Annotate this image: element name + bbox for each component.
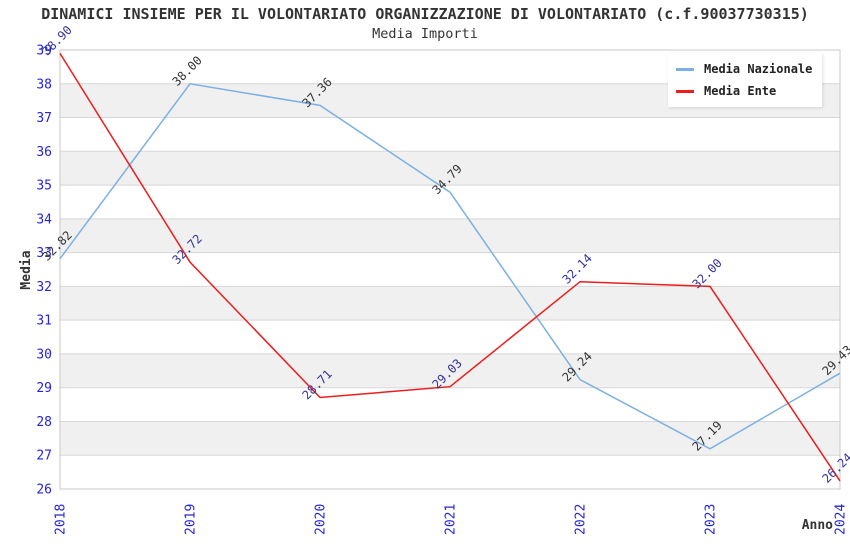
svg-text:33: 33	[36, 246, 52, 261]
plot-bands	[60, 83, 840, 456]
y-axis-tick-labels: 26 27 28 29 30 31 32 33 34 35 36 37 38 39	[36, 44, 52, 498]
plot-border	[59, 49, 841, 490]
legend-item-media-nazionale: Media Nazionale	[676, 58, 812, 80]
svg-text:29: 29	[36, 381, 52, 396]
legend-label-media-ente: Media Ente	[704, 84, 777, 98]
svg-text:32.14: 32.14	[559, 251, 594, 286]
chart-subtitle: Media Importi	[372, 26, 478, 42]
x-axis-tick-labels: 2018 2019 2020 2021 2022 2023 2024	[54, 504, 849, 535]
svg-text:2018: 2018	[54, 504, 69, 535]
svg-text:2021: 2021	[444, 504, 459, 535]
y-axis-title: Media	[19, 250, 34, 289]
series-line-media-nazionale	[59, 82, 841, 450]
svg-text:38: 38	[36, 77, 52, 92]
svg-text:34: 34	[36, 212, 52, 227]
svg-text:35: 35	[36, 179, 52, 194]
svg-text:37: 37	[36, 111, 52, 126]
svg-text:30: 30	[36, 347, 52, 362]
legend-item-media-ente: Media Ente	[676, 80, 812, 102]
x-axis-title: Anno	[802, 518, 833, 533]
svg-text:2024: 2024	[834, 504, 849, 535]
svg-text:32: 32	[36, 280, 52, 295]
svg-text:27: 27	[36, 449, 52, 464]
svg-text:2019: 2019	[184, 504, 199, 535]
svg-text:38.90: 38.90	[39, 23, 74, 58]
svg-text:36: 36	[36, 145, 52, 160]
svg-text:26: 26	[36, 483, 52, 498]
media-nazionale-line-swatch	[676, 67, 694, 71]
svg-text:28: 28	[36, 415, 52, 430]
svg-text:2022: 2022	[574, 504, 589, 535]
chart-legend: Media Nazionale Media Ente	[668, 53, 823, 107]
chart-title: DINAMICI INSIEME PER IL VOLONTARIATO ORG…	[41, 5, 809, 23]
svg-text:2023: 2023	[704, 504, 719, 535]
svg-text:2020: 2020	[314, 504, 329, 535]
legend-label-media-nazionale: Media Nazionale	[704, 62, 813, 76]
svg-text:39: 39	[36, 44, 52, 59]
media-ente-line-swatch	[676, 89, 694, 93]
svg-text:31: 31	[36, 314, 52, 329]
series-line-media-ente	[59, 53, 841, 482]
